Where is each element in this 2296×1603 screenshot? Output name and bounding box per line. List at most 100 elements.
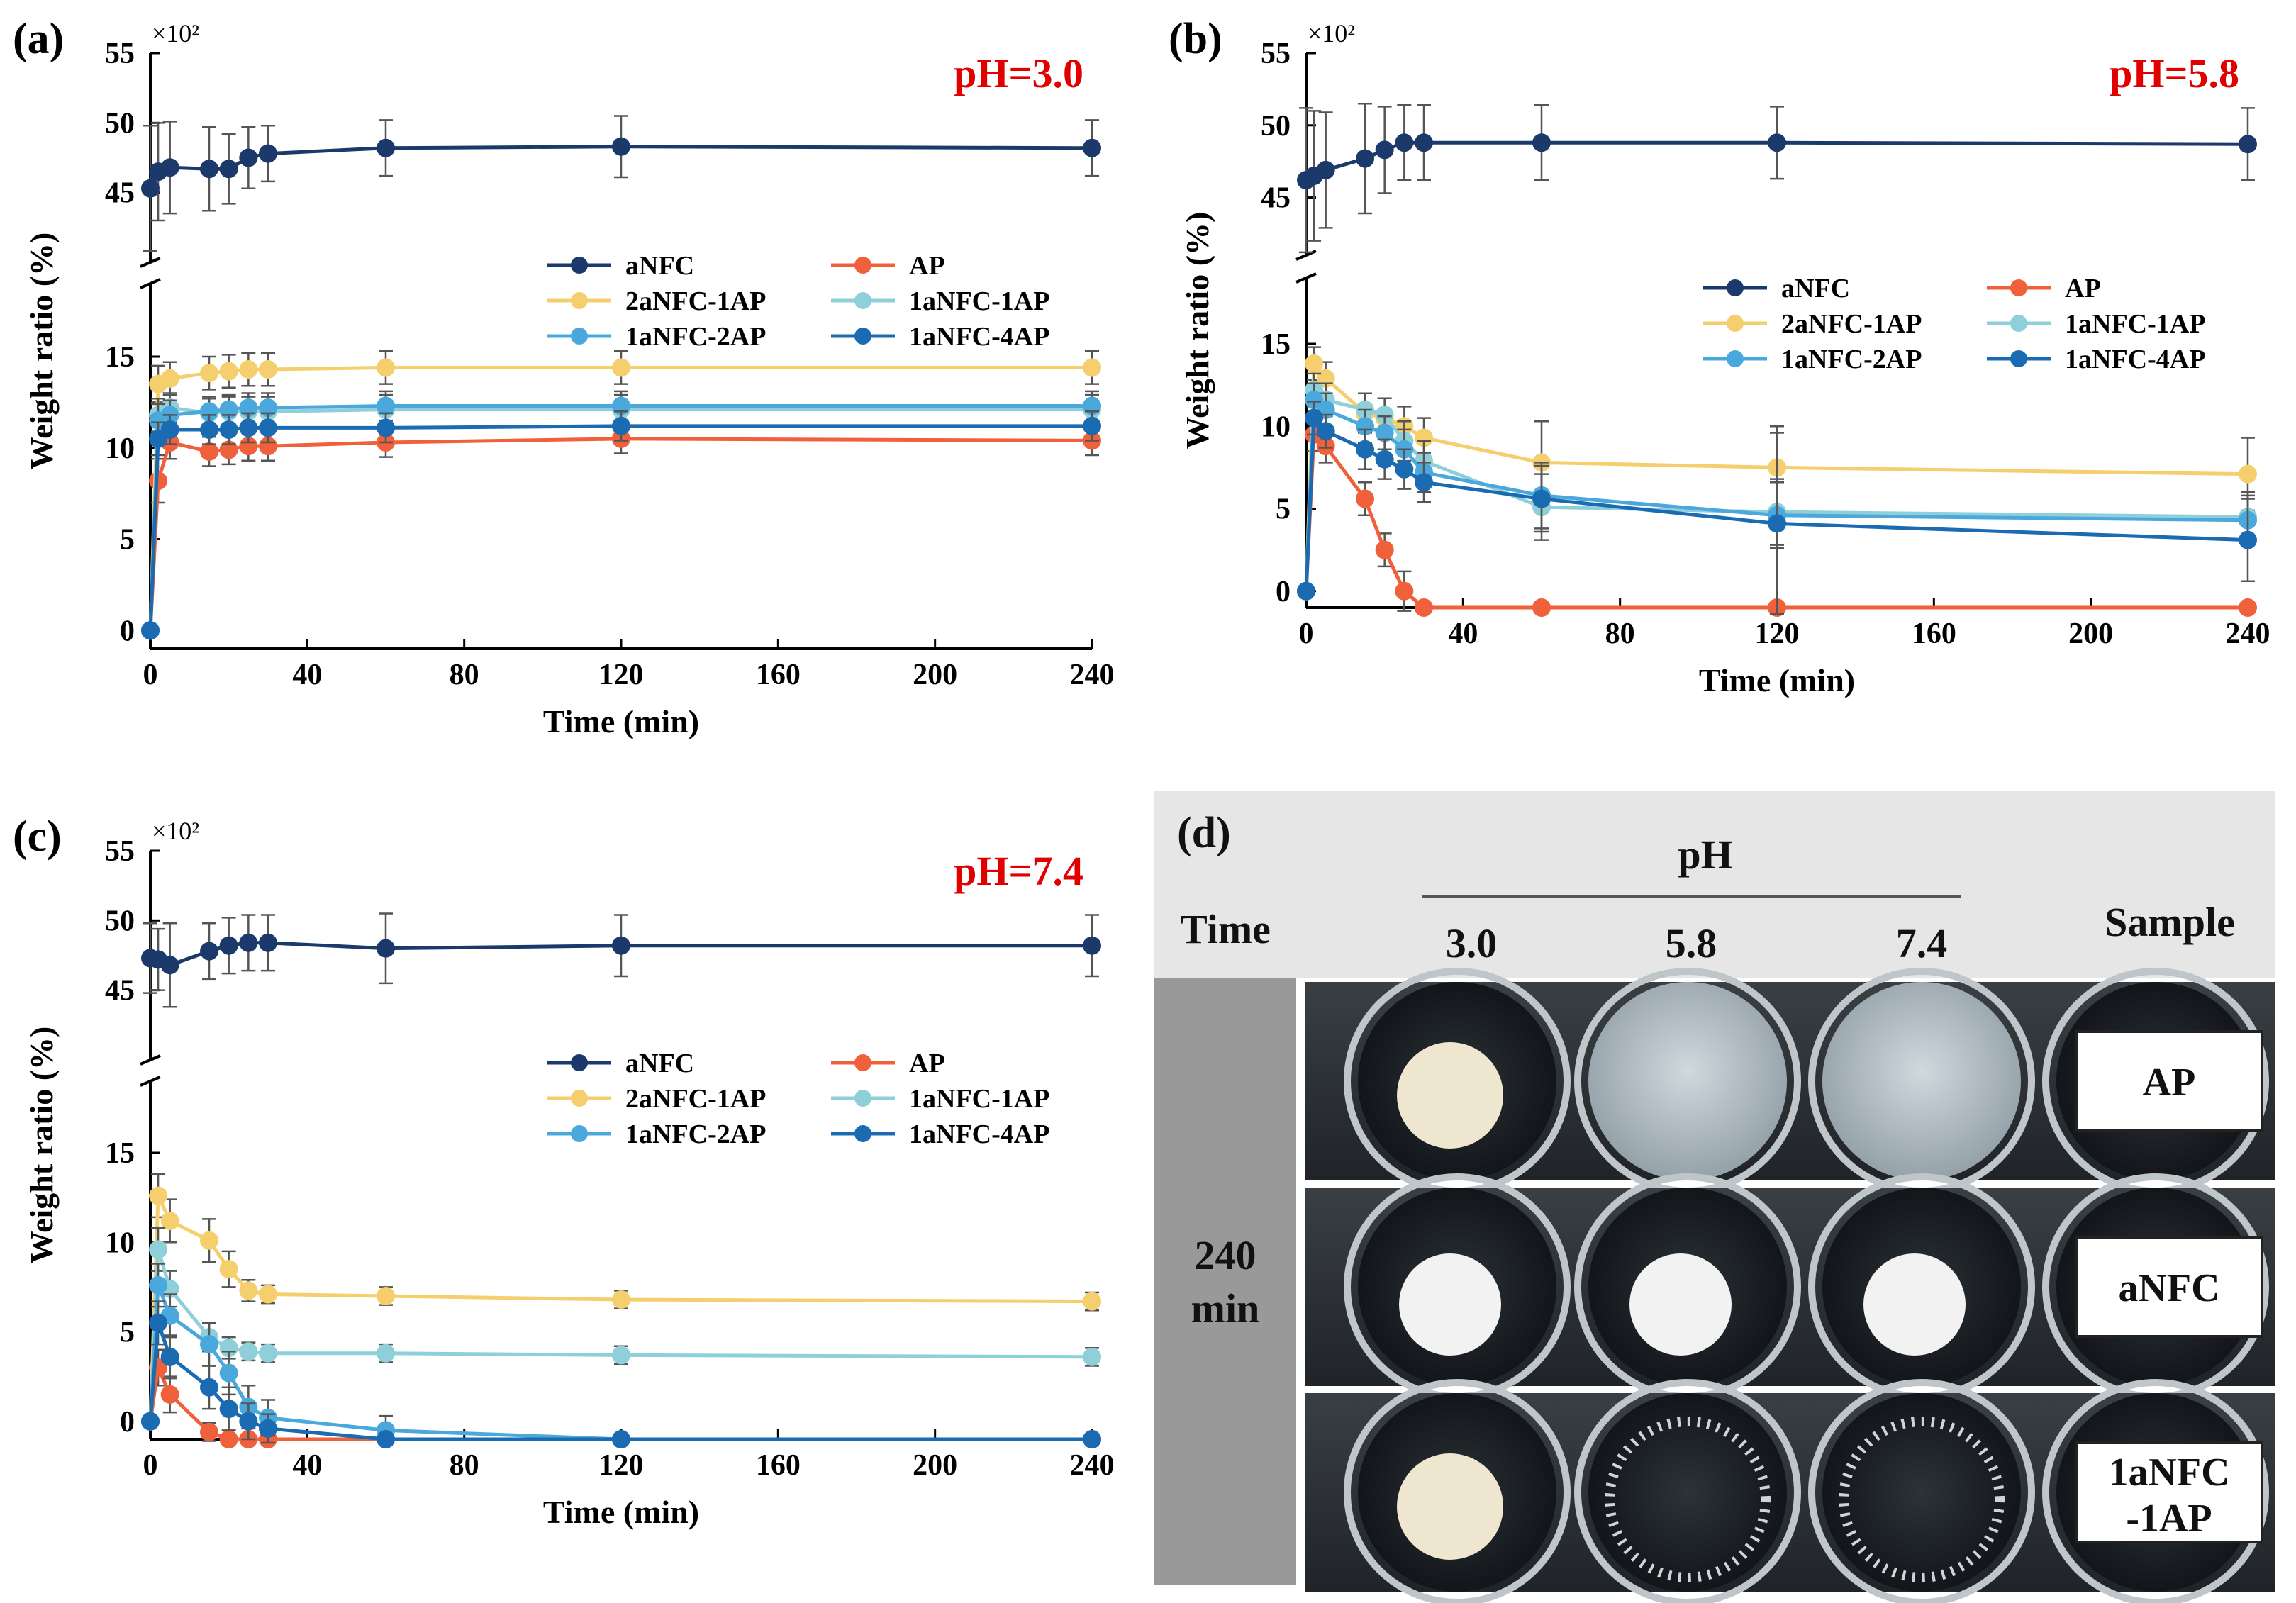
legend-swatch-marker <box>854 1054 871 1071</box>
panel-d-photo-table: (d) pH Time Sample 3.0 5.8 7.4 240 min AP aNFC 1aNF… <box>1154 791 2275 1603</box>
panel-letter: (c) <box>13 812 62 861</box>
time-unit: min <box>1191 1285 1260 1331</box>
data-point <box>1356 440 1374 459</box>
data-point <box>149 1313 168 1332</box>
legend-label: aNFC <box>625 251 694 281</box>
x-tick-label: 120 <box>1755 618 1800 650</box>
series-line <box>1304 359 2248 591</box>
legend-entry: AP <box>831 1049 945 1078</box>
data-point <box>1375 540 1394 559</box>
data-point <box>377 1287 395 1305</box>
series-1aNFC-4AP <box>1297 401 2257 615</box>
y-axis-title: Weight ratio (%) <box>23 1027 60 1264</box>
data-point <box>149 1240 168 1259</box>
photo-row: aNFC <box>1305 1173 2275 1400</box>
data-point <box>1768 133 1786 152</box>
data-point <box>141 1412 160 1431</box>
series-line <box>148 437 1093 631</box>
panel-letter: (d) <box>1177 809 1231 857</box>
well-interior <box>1588 1393 1787 1592</box>
series-2aNFC-1AP <box>141 350 1101 640</box>
sample-fragments <box>1605 1417 1771 1582</box>
data-point <box>239 1342 258 1361</box>
data-point <box>160 956 179 975</box>
x-tick-label: 240 <box>1070 1449 1115 1482</box>
legend-label: 1aNFC-1AP <box>909 1084 1049 1114</box>
legend-entry: aNFC <box>547 251 694 281</box>
ph-value: 3.0 <box>1446 920 1498 966</box>
data-point <box>377 418 395 437</box>
data-point <box>239 933 258 952</box>
sample-label-box <box>2075 1441 2263 1543</box>
data-point <box>259 1419 277 1438</box>
ph-annotation: pH=3.0 <box>954 50 1083 96</box>
data-point <box>1356 489 1374 508</box>
y-tick-label: 15 <box>105 341 135 374</box>
data-point <box>259 144 277 163</box>
y-tick-label: 55 <box>105 38 135 70</box>
axis-break-mark <box>140 278 161 289</box>
data-point <box>160 1385 179 1404</box>
time-header: Time <box>1180 906 1271 952</box>
data-point <box>1083 358 1101 377</box>
legend-entry: 1aNFC-4AP <box>831 1119 1049 1149</box>
legend-label: 1aNFC-1AP <box>909 286 1049 316</box>
well-interior <box>1822 982 2021 1180</box>
legend-entry: 2aNFC-1AP <box>1703 309 1922 339</box>
legend-label: 1aNFC-4AP <box>909 322 1049 352</box>
y-tick-label: 10 <box>105 1227 135 1259</box>
x-tick-label: 160 <box>756 659 801 691</box>
data-point <box>149 1275 168 1295</box>
data-point <box>377 939 395 958</box>
ph-annotation: pH=7.4 <box>954 848 1083 894</box>
data-point <box>612 416 630 435</box>
axis-break-mark <box>140 1076 161 1087</box>
data-point <box>1375 449 1394 469</box>
series-aNFC <box>141 115 1101 252</box>
data-point <box>1532 598 1551 617</box>
photo-row: AP <box>1305 968 2275 1195</box>
legend-swatch-marker <box>854 257 871 274</box>
x-tick-label: 0 <box>1299 618 1314 650</box>
legend-swatch-marker <box>854 328 871 345</box>
well-interior <box>1822 1393 2021 1592</box>
series-line <box>148 1249 1093 1422</box>
data-point <box>200 402 218 421</box>
y-multiplier: ×10² <box>152 19 199 48</box>
data-point <box>149 1186 168 1205</box>
data-point <box>1375 423 1394 442</box>
x-tick-label: 200 <box>2068 618 2113 650</box>
series-line <box>148 1284 1092 1441</box>
data-point <box>1532 489 1551 508</box>
x-tick-label: 120 <box>599 659 644 691</box>
sample-label: AP <box>2143 1061 2196 1105</box>
legend-swatch-marker <box>571 1054 588 1071</box>
data-point <box>1083 1430 1101 1448</box>
y-tick-label: 50 <box>1261 110 1291 143</box>
y-tick-label: 10 <box>1261 410 1291 443</box>
legend-swatch-marker <box>1727 315 1744 332</box>
y-tick-label: 15 <box>105 1137 135 1170</box>
data-point <box>1415 428 1433 447</box>
data-point <box>200 1231 218 1250</box>
data-point <box>1768 514 1786 533</box>
y-tick-label: 45 <box>1261 182 1291 215</box>
data-point <box>219 1260 238 1279</box>
data-point <box>219 1339 238 1358</box>
well-rim <box>1574 1379 1801 1603</box>
data-point <box>2239 464 2257 484</box>
sample-pellet <box>1397 1453 1503 1560</box>
series-line <box>148 424 1092 631</box>
legend-entry: AP <box>831 251 945 281</box>
legend-label: 1aNFC-2AP <box>625 1119 766 1149</box>
legend-label: 1aNFC-2AP <box>625 322 766 352</box>
data-point <box>1415 133 1433 152</box>
x-tick-label: 80 <box>1605 618 1635 650</box>
series-1aNFC-1AP <box>141 1227 1101 1431</box>
data-point <box>1375 405 1394 424</box>
data-point <box>239 1412 258 1431</box>
legend-entry: 1aNFC-1AP <box>831 286 1049 316</box>
